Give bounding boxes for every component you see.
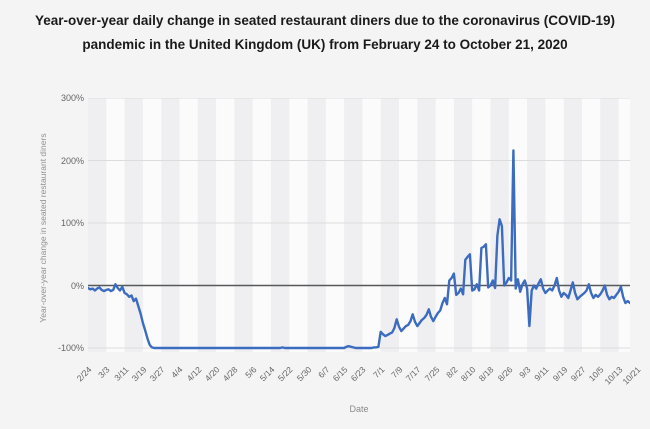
chart-title: Year-over-year daily change in seated re… <box>25 9 625 57</box>
plot-band <box>417 98 436 352</box>
plot-band <box>88 98 107 352</box>
line-chart <box>88 98 630 352</box>
plot-band <box>197 98 217 352</box>
plot-band <box>453 98 473 352</box>
chart-title-text: Year-over-year daily change in seated re… <box>35 13 615 52</box>
y-tick-label: -100% <box>57 343 84 353</box>
plot-band <box>380 98 400 352</box>
data-line <box>88 149 630 350</box>
plot-band <box>600 98 619 352</box>
y-tick-label: 200% <box>60 155 84 166</box>
plot-band <box>307 98 326 352</box>
y-axis-title: Year-over-year change in seated restaura… <box>38 133 48 323</box>
plot-band <box>161 98 180 352</box>
plot-area <box>88 98 630 352</box>
plot-band <box>234 98 253 352</box>
x-axis-title: Date <box>349 404 369 414</box>
y-tick-label: 100% <box>60 218 84 228</box>
plot-band <box>563 98 582 352</box>
y-tick-label: 300% <box>60 93 84 103</box>
y-tick-label: 0% <box>70 280 84 291</box>
plot-band <box>124 98 143 352</box>
plot-band <box>270 98 290 352</box>
plot-band <box>344 98 363 352</box>
